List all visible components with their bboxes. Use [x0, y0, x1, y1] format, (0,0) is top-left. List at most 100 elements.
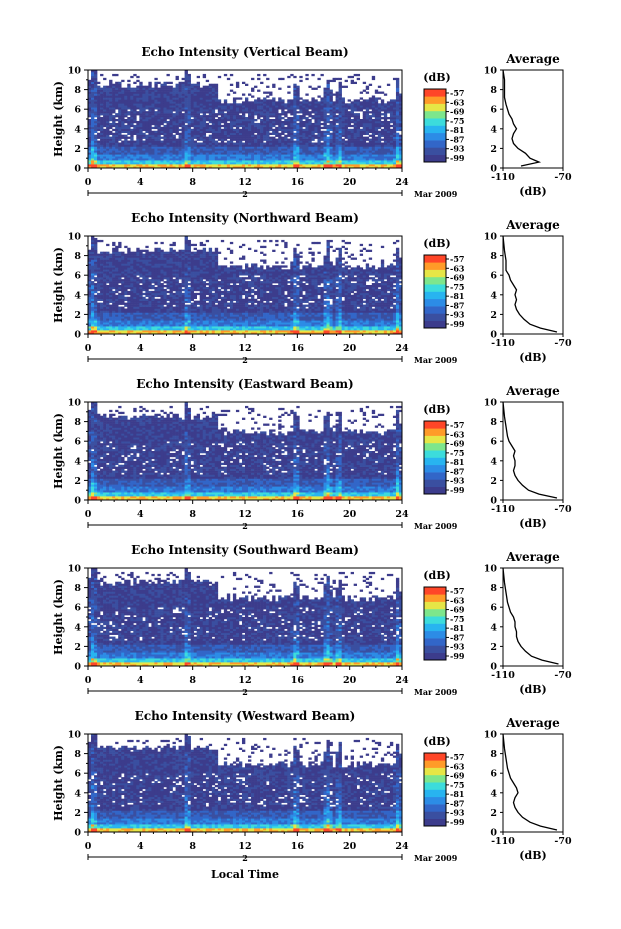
heatmap-cell [308, 154, 311, 156]
heatmap-cell [121, 144, 124, 146]
heatmap-cell [212, 88, 215, 90]
heatmap-cell [230, 84, 233, 86]
heatmap-cell [109, 103, 112, 105]
heatmap-cell [94, 263, 97, 265]
heatmap-cell [151, 143, 154, 145]
heatmap-cell [197, 127, 200, 129]
heatmap-cell [94, 261, 97, 263]
heatmap-cell [157, 133, 160, 135]
heatmap-cell [163, 156, 166, 158]
heatmap-cell [130, 256, 133, 258]
heatmap-cell [369, 117, 372, 119]
heatmap-cell [330, 103, 333, 105]
heatmap-cell [317, 164, 320, 166]
heatmap-cell [130, 269, 133, 271]
heatmap-cell [215, 164, 218, 166]
heatmap-cell [121, 297, 124, 299]
heatmap-cell [170, 103, 173, 105]
heatmap-cell [115, 316, 118, 318]
heatmap-cell [236, 139, 239, 141]
heatmap-cell [139, 160, 142, 162]
heatmap-cell [136, 287, 139, 289]
heatmap-cell [224, 135, 227, 137]
heatmap-cell [106, 326, 109, 328]
heatmap-cell [94, 158, 97, 160]
heatmap-cell [197, 150, 200, 152]
heatmap-cell [230, 150, 233, 152]
heatmap-cell [97, 279, 100, 281]
heatmap-cell [170, 94, 173, 96]
heatmap-cell [179, 158, 182, 160]
heatmap-cell [127, 326, 130, 328]
heatmap-cell [348, 144, 351, 146]
heatmap-cell [260, 82, 263, 84]
heatmap-cell [390, 103, 393, 105]
heatmap-cell [179, 154, 182, 156]
heatmap-cell [278, 115, 281, 117]
heatmap-cell [160, 117, 163, 119]
heatmap-cell [363, 144, 366, 146]
heatmap-cell [163, 162, 166, 164]
heatmap-cell [142, 103, 145, 105]
heatmap-cell [103, 97, 106, 99]
heatmap-cell [188, 92, 191, 94]
heatmap-cell [239, 160, 242, 162]
heatmap-cell [381, 109, 384, 111]
heatmap-cell [260, 129, 263, 131]
heatmap-cell [115, 275, 118, 277]
heatmap-cell [281, 160, 284, 162]
heatmap-cell [127, 103, 130, 105]
heatmap-cell [91, 148, 94, 150]
heatmap-cell [275, 129, 278, 131]
heatmap-cell [145, 121, 148, 123]
heatmap-cell [245, 133, 248, 135]
heatmap-cell [194, 137, 197, 139]
heatmap-cell [308, 160, 311, 162]
heatmap-cell [121, 310, 124, 312]
heatmap-cell [167, 146, 170, 148]
heatmap-cell [342, 162, 345, 164]
heatmap-cell [266, 137, 269, 139]
heatmap-cell [209, 113, 212, 115]
heatmap-cell [94, 137, 97, 139]
heatmap-cell [91, 256, 94, 258]
heatmap-cell [127, 152, 130, 154]
heatmap-cell [194, 99, 197, 101]
heatmap-cell [369, 129, 372, 131]
heatmap-cell [115, 265, 118, 267]
heatmap-cell [151, 277, 154, 279]
heatmap-cell [130, 92, 133, 94]
heatmap-cell [130, 326, 133, 328]
heatmap-cell [100, 273, 103, 275]
heatmap-cell [351, 76, 354, 78]
heatmap-cell [378, 158, 381, 160]
heatmap-cell [115, 318, 118, 320]
heatmap-cell [308, 86, 311, 88]
heatmap-cell [215, 84, 218, 86]
heatmap-cell [351, 160, 354, 162]
heatmap-cell [91, 113, 94, 115]
heatmap-cell [212, 101, 215, 103]
heatmap-cell [91, 310, 94, 312]
heatmap-cell [157, 115, 160, 117]
heatmap-cell [317, 141, 320, 143]
heatmap-cell [160, 129, 163, 131]
heatmap-cell [284, 121, 287, 123]
heatmap-cell [354, 150, 357, 152]
heatmap-cell [366, 86, 369, 88]
heatmap-cell [311, 148, 314, 150]
heatmap-cell [154, 152, 157, 154]
heatmap-cell [369, 107, 372, 109]
heatmap-cell [109, 99, 112, 101]
heatmap-cell [118, 105, 121, 107]
heatmap-cell [145, 162, 148, 164]
heatmap-cell [185, 164, 188, 166]
heatmap-cell [290, 144, 293, 146]
heatmap-cell [324, 146, 327, 148]
heatmap-cell [154, 164, 157, 166]
heatmap-cell [103, 291, 106, 293]
heatmap-cell [200, 127, 203, 129]
heatmap-cell [112, 109, 115, 111]
heatmap-cell [185, 131, 188, 133]
heatmap-cell [133, 143, 136, 145]
